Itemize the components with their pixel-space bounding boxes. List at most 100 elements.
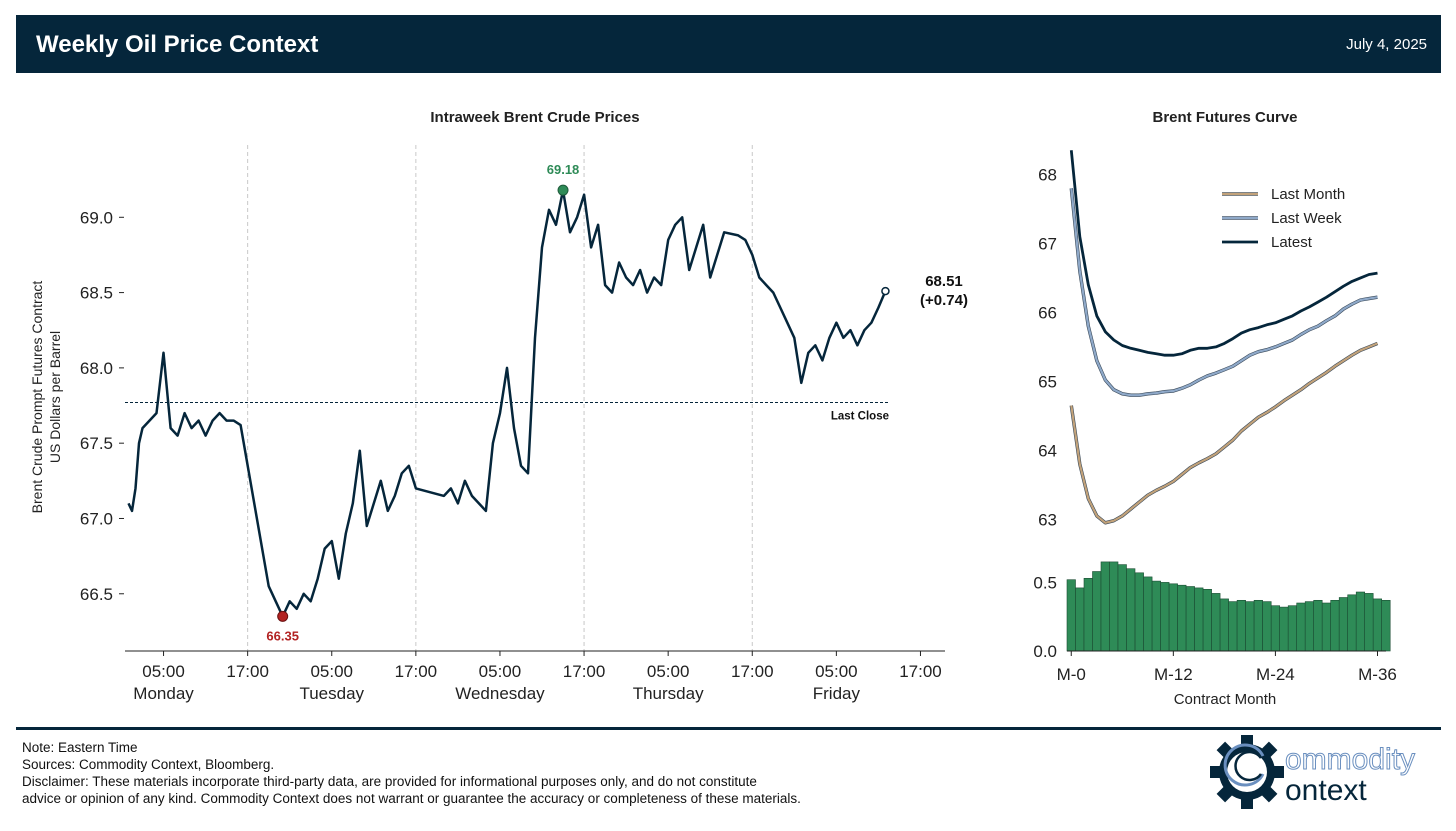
logo-word-commodity: ommodity [1285,743,1415,776]
spread-bar-34 [1355,591,1365,652]
intraweek-ylabel-line2: US Dollars per Barrel [47,331,63,463]
spread-bar-19 [1228,601,1238,652]
intraweek-ytick-label-0: 66.5 [80,585,113,604]
spread-bar-7 [1126,568,1136,652]
spread-bar-27 [1296,602,1306,652]
futures-xtick-label-3: M-36 [1358,665,1397,684]
intraweek-xtick-time-9: 17:00 [899,662,942,681]
spread-bar-9 [1143,576,1153,652]
intraweek-ytick-label-2: 67.5 [80,434,113,453]
intraweek-ytick-label-1: 67.0 [80,509,113,528]
spread-bar-33 [1347,594,1357,652]
intraweek-xtick-time-2: 05:00 [310,662,353,681]
intraweek-xtick-day-0: Monday [133,684,194,703]
intraweek-ytick-label-3: 68.0 [80,359,113,378]
spread-bar-0 [1066,579,1076,652]
gear-icon [1210,735,1284,809]
futures-xlabel: Contract Month [1174,691,1277,708]
footer-divider [16,727,1441,730]
spread-bar-10 [1151,580,1161,652]
bar-ytick-label-1: 0.5 [1033,573,1057,592]
legend-label-2: Latest [1271,234,1313,251]
bar-ytick-label-0: 0.0 [1033,642,1057,661]
spread-bar-28 [1304,601,1314,652]
spread-bar-8 [1134,572,1144,652]
footer-sources: Sources: Commodity Context, Bloomberg. [22,757,275,772]
spread-bar-31 [1330,599,1340,652]
intraweek-xtick-time-6: 05:00 [647,662,690,681]
spread-bar-32 [1338,597,1348,652]
intraweek-xtick-day-2: Tuesday [299,684,364,703]
legend-label-1: Last Week [1271,210,1342,227]
futures-ytick-label-2: 65 [1038,372,1057,391]
spread-bar-4 [1100,561,1110,652]
spread-bar-2 [1083,577,1093,652]
spread-bar-37 [1381,599,1391,652]
intraweek-ytick-label-4: 68.5 [80,284,113,303]
futures-ytick-label-4: 67 [1038,234,1057,253]
futures-ytick-label-5: 68 [1038,165,1057,184]
intraweek-xtick-day-4: Wednesday [455,684,545,703]
intraweek-xtick-time-5: 17:00 [563,662,606,681]
intraweek-xtick-time-3: 17:00 [395,662,438,681]
weekly-high-label: 69.18 [547,162,580,177]
spread-bar-24 [1270,605,1280,652]
futures-xtick-label-2: M-24 [1256,665,1295,684]
spread-bar-30 [1321,602,1331,652]
footer-disclaimer-line1: Disclaimer: These materials incorporate … [22,774,757,789]
spread-bar-20 [1236,599,1246,652]
spread-bar-5 [1109,561,1119,652]
header-bar: Weekly Oil Price Context July 4, 2025 [16,15,1441,73]
futures-curve-chart: Brent Futures Curve 63 64 65 66 67 68 Last Mo… [1033,109,1397,708]
spread-bar-16 [1202,588,1212,652]
page-title: Weekly Oil Price Context [36,31,319,58]
latest-price-label: 68.51 [925,273,963,290]
intraweek-ytick-label-5: 69.0 [80,208,113,227]
logo-word-context: ontext [1285,774,1367,807]
intraweek-ylabel-line1: Brent Crude Prompt Futures Contract [29,281,45,514]
footer-note: Note: Eastern Time [22,740,138,755]
spread-bar-12 [1168,583,1178,652]
footer-disclaimer-line2: advice or opinion of any kind. Commodity… [22,791,801,806]
intraweek-xtick-time-4: 05:00 [479,662,522,681]
spread-bar-15 [1194,587,1204,652]
brent-price-line [127,188,887,618]
spread-bar-13 [1177,584,1187,652]
intraweek-price-chart: Intraweek Brent Crude Prices Brent Crude… [29,109,968,703]
futures-series-line-1 [1070,188,1378,397]
spread-bar-25 [1279,606,1289,652]
intraweek-xtick-time-7: 17:00 [731,662,774,681]
spread-bar-18 [1219,598,1229,652]
latest-change-label: (+0.74) [920,292,968,309]
footer-notes: Note: Eastern Time Sources: Commodity Co… [22,739,1172,807]
intraweek-xtick-time-8: 05:00 [815,662,858,681]
intraweek-chart-title: Intraweek Brent Crude Prices [430,109,639,126]
futures-xtick-label-1: M-12 [1154,665,1193,684]
futures-ytick-label-1: 64 [1038,441,1057,460]
spread-bar-21 [1245,601,1255,652]
spread-bar-22 [1253,599,1263,652]
spread-bar-29 [1313,599,1323,652]
intraweek-xtick-time-0: 05:00 [142,662,185,681]
spread-bar-11 [1160,582,1170,652]
commodity-context-logo: ommodity ontext [1210,735,1416,809]
spread-bar-6 [1117,564,1127,652]
futures-series-line-2 [1069,150,1378,357]
legend-label-0: Last Month [1271,186,1345,203]
intraweek-xtick-day-8: Friday [813,684,861,703]
spread-bar-14 [1185,586,1195,652]
spread-bar-3 [1092,571,1102,652]
futures-chart-title: Brent Futures Curve [1152,109,1297,126]
weekly-high-marker [557,184,569,196]
intraweek-xtick-day-6: Thursday [633,684,704,703]
futures-ytick-label-0: 63 [1038,510,1057,529]
report-date: July 4, 2025 [1346,36,1427,53]
spread-bar-35 [1364,593,1374,652]
weekly-low-label: 66.35 [266,628,299,643]
weekly-low-marker [277,610,289,622]
last-close-label: Last Close [831,411,889,423]
futures-legend: Last Month Last Week Latest [1222,186,1345,251]
spread-bar-36 [1372,598,1382,652]
futures-ytick-label-3: 66 [1038,303,1057,322]
